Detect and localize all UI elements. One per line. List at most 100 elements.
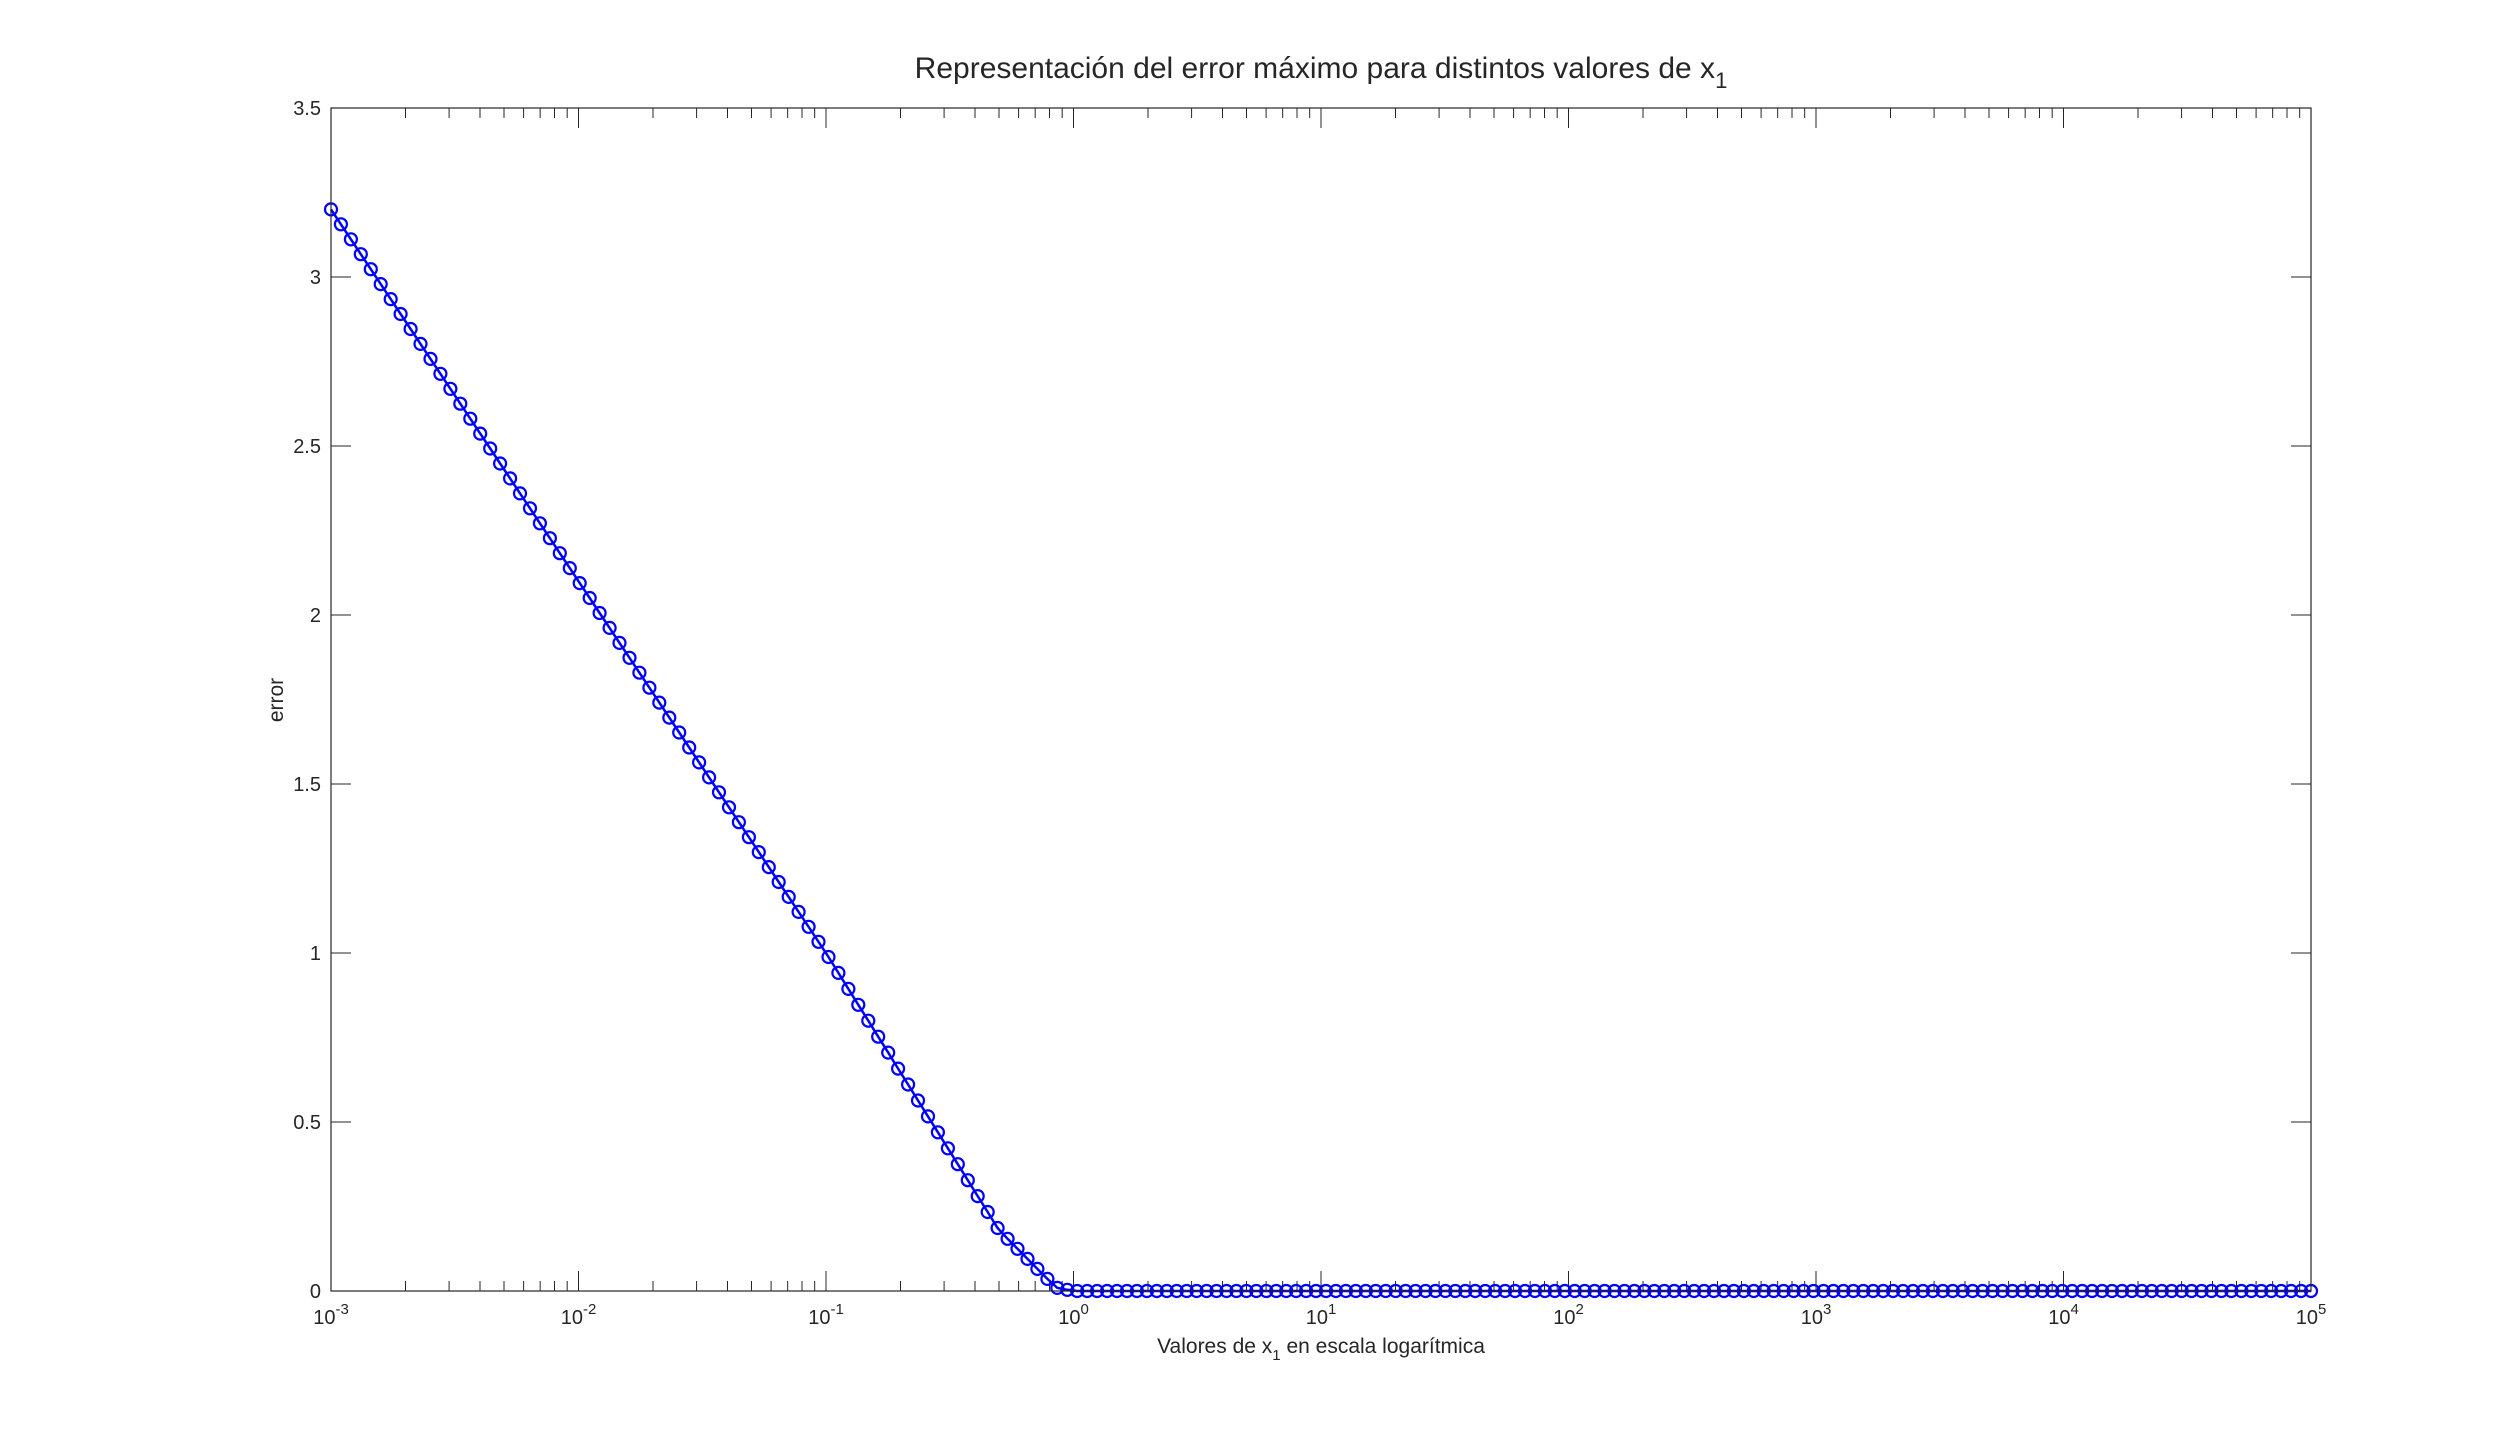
data-point <box>473 426 488 441</box>
data-point <box>552 546 567 561</box>
data-point <box>632 665 647 680</box>
data-point <box>761 859 776 875</box>
data-point <box>791 904 806 920</box>
data-point <box>950 1157 965 1172</box>
x-tick-label: 10-2 <box>561 1301 597 1329</box>
data-point <box>403 321 418 337</box>
data-point <box>582 590 597 606</box>
data-point <box>373 277 388 292</box>
x-tick-label: 104 <box>2048 1301 2079 1329</box>
data-point <box>433 366 448 381</box>
y-tick-label: 3.5 <box>293 98 321 120</box>
data-point <box>592 605 607 621</box>
y-axis-ticks: 0 0.5 1 1.5 2 2.5 3 3.5 <box>293 98 2311 1303</box>
data-point <box>881 1045 896 1060</box>
data-point <box>801 919 816 934</box>
axes-box <box>330 107 2312 1292</box>
data-point <box>343 232 358 247</box>
data-point <box>831 965 846 981</box>
data-point <box>861 1013 876 1028</box>
data-point <box>662 710 677 725</box>
data-point <box>930 1125 946 1140</box>
x-tick-label: 100 <box>1058 1301 1089 1329</box>
data-point <box>562 560 577 576</box>
data-point <box>622 650 637 665</box>
data-point <box>353 247 368 262</box>
data-point <box>383 292 398 307</box>
data-point <box>642 680 657 695</box>
plot-area <box>331 108 2311 1291</box>
data-point <box>532 516 548 531</box>
data-point <box>612 635 627 651</box>
data-point <box>443 381 458 396</box>
data-point <box>393 306 408 322</box>
x-tick-label: 10-3 <box>313 1301 349 1329</box>
data-point <box>672 725 687 740</box>
data-point <box>741 830 757 845</box>
data-point <box>333 217 348 232</box>
data-point <box>463 411 478 426</box>
y-tick-label: 0 <box>310 1281 321 1303</box>
data-point <box>731 815 747 830</box>
data-point <box>413 336 428 351</box>
data-point <box>811 934 826 949</box>
x-tick-label: 105 <box>2296 1301 2327 1329</box>
x-tick-label: 102 <box>1553 1301 1584 1329</box>
x-axis-label: Valores de x1 en escala logarítmica <box>1157 1335 1485 1364</box>
data-point <box>821 949 836 965</box>
x-tick-label: 103 <box>1801 1301 1832 1329</box>
data-point <box>1010 1241 1025 1256</box>
data-point <box>980 1204 995 1220</box>
data-point <box>1050 1280 1065 1296</box>
data-point <box>691 755 707 770</box>
chart-title: Representación del error máximo para dis… <box>915 52 1728 93</box>
data-point <box>890 1061 906 1076</box>
data-point <box>900 1077 916 1092</box>
data-point <box>542 531 558 546</box>
data-point <box>721 800 737 815</box>
data-point <box>363 262 378 277</box>
y-axis-label: error <box>265 678 288 722</box>
data-point <box>960 1173 975 1188</box>
data-point <box>920 1109 936 1124</box>
data-point <box>970 1188 985 1204</box>
data-point <box>1030 1261 1045 1277</box>
data-point <box>572 575 587 591</box>
data-point <box>682 740 697 755</box>
y-tick-label: 2.5 <box>293 436 321 458</box>
x-tick-label: 101 <box>1306 1301 1337 1329</box>
data-point <box>1020 1251 1035 1267</box>
x-tick-label: 10-1 <box>808 1301 844 1329</box>
data-point <box>851 997 866 1012</box>
data-point <box>751 844 766 860</box>
y-tick-label: 3 <box>310 267 321 289</box>
data-point <box>990 1220 1005 1236</box>
data-point <box>711 785 727 800</box>
x-axis-ticks: 10-3 10-2 10-1 100 101 102 103 104 105 <box>313 108 2326 1329</box>
data-point <box>940 1141 956 1156</box>
data-point <box>1040 1271 1055 1287</box>
y-tick-label: 1.5 <box>293 774 321 796</box>
data-point <box>423 351 438 366</box>
data-point <box>841 981 856 997</box>
data-point <box>1060 1282 1075 1297</box>
x-axis-label-subscript: 1 <box>1272 1347 1280 1364</box>
data-point <box>871 1029 886 1044</box>
data-point <box>602 620 617 636</box>
data-point <box>1000 1231 1015 1246</box>
chart-title-subscript: 1 <box>1715 68 1727 93</box>
data-point <box>483 441 498 456</box>
data-point <box>652 695 667 710</box>
y-tick-label: 1 <box>310 943 321 965</box>
data-point <box>503 471 518 486</box>
data-point <box>781 889 796 905</box>
data-point <box>701 770 717 785</box>
data-point <box>493 456 508 471</box>
y-tick-label: 0.5 <box>293 1112 321 1134</box>
data-point <box>453 396 468 411</box>
data-point <box>512 486 528 501</box>
data-point <box>910 1093 926 1108</box>
data-point <box>522 501 538 516</box>
y-tick-label: 2 <box>310 605 321 627</box>
